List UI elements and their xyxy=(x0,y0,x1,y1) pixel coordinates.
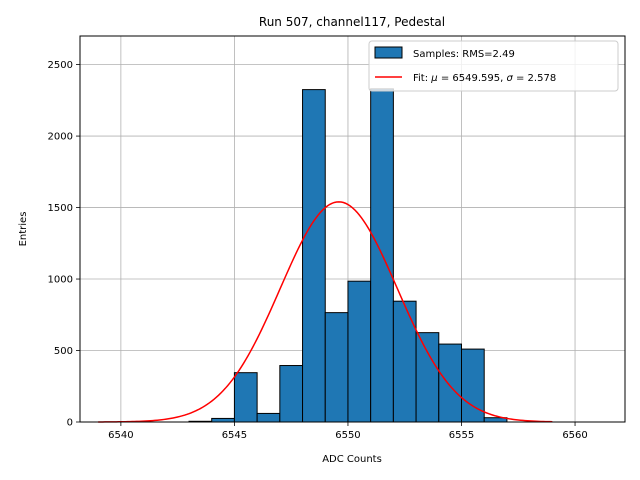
axis-ticks: 6540 6545 6550 6555 6560 0 500 1000 1500 2000 2500 xyxy=(48,60,588,441)
histogram-bar xyxy=(302,89,326,423)
plot-frame xyxy=(79,35,626,423)
histogram-bar xyxy=(438,343,462,423)
histogram-bar xyxy=(256,412,281,423)
histogram-bar xyxy=(392,300,417,423)
y-tick-label: 1500 xyxy=(48,203,73,214)
legend-fit-sigma-symbol: σ xyxy=(506,73,513,84)
x-tick-label: 6550 xyxy=(335,430,360,441)
x-tick-label: 6545 xyxy=(222,430,247,441)
histogram-bar xyxy=(347,280,372,423)
legend-fit-mu-value: = 6549.595, xyxy=(438,73,507,84)
legend-fit-mu-symbol: μ xyxy=(430,73,437,84)
fit-curve xyxy=(98,201,553,423)
x-tick-label: 6560 xyxy=(562,430,587,441)
histogram-bar xyxy=(324,312,349,423)
histogram-bars xyxy=(188,88,508,423)
x-axis-label: ADC Counts xyxy=(322,454,382,465)
chart-title: Run 507, channel117, Pedestal xyxy=(259,15,445,29)
legend-box xyxy=(368,40,619,92)
x-tick-label: 6555 xyxy=(449,430,474,441)
y-tick-label: 2000 xyxy=(48,132,73,143)
y-tick-label: 0 xyxy=(67,418,73,429)
histogram-bar xyxy=(279,365,304,423)
y-tick-label: 2500 xyxy=(48,60,73,71)
histogram-bar xyxy=(233,372,258,423)
histogram-bar xyxy=(415,332,440,423)
y-tick-label: 1000 xyxy=(48,275,73,286)
y-tick-label: 500 xyxy=(54,346,73,357)
y-axis-label: Entries xyxy=(18,212,29,247)
x-tick-label: 6540 xyxy=(108,430,133,441)
legend-fit-sigma-value: = 2.578 xyxy=(513,73,556,84)
legend: Samples: RMS=2.49 Fit: μ = 6549.595, σ =… xyxy=(368,40,619,92)
legend-histogram-label: Samples: RMS=2.49 xyxy=(413,49,515,60)
legend-histogram-patch xyxy=(374,46,403,59)
legend-fit-prefix: Fit: xyxy=(413,73,431,84)
fit-curve-group xyxy=(98,201,553,423)
legend-fit-label: Fit: μ = 6549.595, σ = 2.578 xyxy=(413,73,556,84)
histogram-bar xyxy=(211,417,235,423)
